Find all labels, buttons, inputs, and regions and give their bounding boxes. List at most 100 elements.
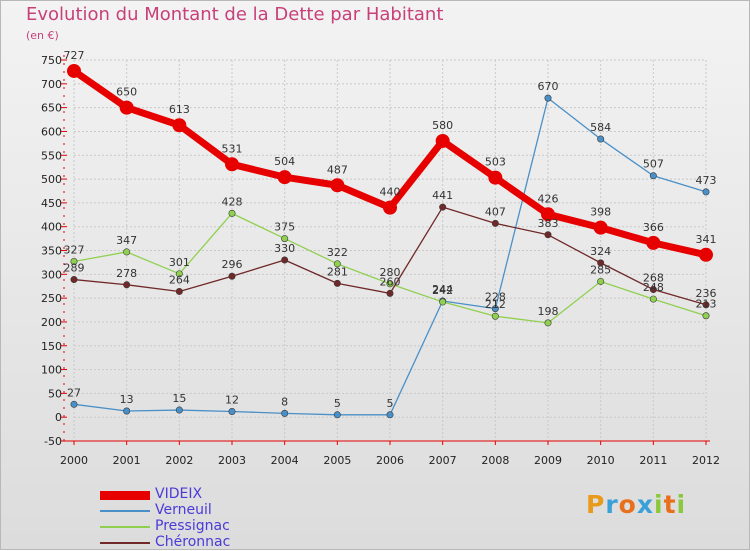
legend-swatch (100, 490, 150, 500)
x-tick-label: 2003 (218, 454, 246, 467)
data-label: 5 (334, 397, 341, 410)
data-point (597, 277, 605, 285)
data-point (330, 178, 345, 193)
data-label: 347 (116, 234, 137, 247)
data-label: 473 (696, 174, 717, 187)
data-label: 428 (222, 195, 243, 208)
data-point (123, 407, 131, 415)
x-tick-label: 2009 (534, 454, 562, 467)
logo-letter: P (586, 490, 606, 519)
data-point (228, 209, 236, 217)
x-tick-label: 2000 (60, 454, 88, 467)
data-label: 383 (538, 217, 559, 230)
data-point (70, 276, 78, 284)
x-tick-label: 2001 (113, 454, 141, 467)
data-label: 322 (327, 246, 348, 259)
series-group (67, 63, 713, 419)
data-label: 503 (485, 156, 506, 169)
data-label: 248 (643, 281, 664, 294)
y-tick-label: 650 (41, 102, 62, 115)
data-label: 285 (590, 263, 611, 276)
data-point (649, 295, 657, 303)
data-point (488, 170, 503, 185)
data-point (439, 203, 447, 211)
data-label: 289 (64, 262, 85, 275)
y-tick-label: 150 (41, 340, 62, 353)
data-label: 580 (432, 119, 453, 132)
data-point (702, 301, 710, 309)
data-label: 531 (222, 142, 243, 155)
x-tick-label: 2007 (429, 454, 457, 467)
data-point (67, 63, 81, 78)
data-label: 507 (643, 158, 664, 171)
legend-swatch (100, 526, 150, 528)
data-point (646, 235, 661, 250)
y-tick-label: 0 (55, 411, 62, 424)
data-point (225, 157, 239, 172)
legend-swatch (100, 542, 150, 544)
data-label: 324 (590, 245, 611, 258)
data-label: 213 (696, 298, 717, 311)
data-point (123, 248, 131, 256)
logo-letter: x (636, 490, 654, 519)
y-tick-label: 250 (41, 292, 62, 305)
data-label: 242 (432, 284, 453, 297)
x-tick-label: 2008 (481, 454, 509, 467)
data-label: 330 (274, 242, 295, 255)
data-label: 260 (380, 275, 401, 288)
legend-label: VIDEIX (155, 486, 203, 502)
data-point (70, 400, 78, 408)
data-point (491, 219, 499, 227)
legend-swatch (100, 510, 150, 512)
series-line-videix (70, 67, 710, 259)
x-tick-label: 2010 (587, 454, 615, 467)
data-point (649, 172, 657, 180)
y-tick-label: 750 (41, 54, 62, 67)
data-label: 341 (696, 233, 717, 246)
data-point (70, 257, 78, 265)
data-label: 296 (222, 258, 243, 271)
data-label: 441 (432, 189, 453, 202)
y-tick-label: 550 (41, 149, 62, 162)
data-point (175, 406, 183, 414)
data-point (597, 135, 605, 143)
data-point (386, 411, 394, 419)
data-label: 27 (67, 386, 81, 399)
data-point (383, 200, 397, 215)
data-label: 650 (116, 86, 137, 99)
legend-label: Pressignac (155, 518, 230, 534)
data-label: 212 (485, 298, 506, 311)
data-point (281, 235, 289, 243)
y-tick-label: 350 (41, 245, 62, 258)
data-point (541, 207, 555, 222)
x-tick-label: 2005 (323, 454, 351, 467)
data-point (593, 220, 608, 235)
data-point (228, 272, 236, 280)
y-tick-label: 600 (41, 125, 62, 138)
y-tick-label: 300 (41, 268, 62, 281)
y-tick-label: 400 (41, 221, 62, 234)
x-tick-label: 2012 (692, 454, 720, 467)
data-point (333, 279, 341, 287)
data-label: 278 (116, 267, 137, 280)
logo-letter: i (676, 490, 687, 519)
y-tick-label: 50 (48, 387, 62, 400)
data-point (119, 100, 134, 115)
data-label: 5 (387, 397, 394, 410)
axes: -50 0 50 100 150 200 250 300 350 400 450 500 550 600 6… (41, 54, 720, 467)
proxiti-logo: Proxiti (586, 490, 686, 519)
y-tick-label: -50 (44, 435, 62, 448)
data-point (281, 256, 289, 264)
data-point (333, 411, 341, 419)
data-point (333, 260, 341, 268)
data-point (277, 170, 292, 185)
legend-label: Verneuil (155, 502, 212, 518)
grid-lines (73, 59, 707, 442)
data-label: 366 (643, 221, 664, 234)
data-label: 281 (327, 265, 348, 278)
data-point (702, 188, 710, 196)
data-point (597, 259, 605, 267)
data-point (491, 312, 499, 320)
legend-label: Chéronnac (155, 534, 231, 550)
